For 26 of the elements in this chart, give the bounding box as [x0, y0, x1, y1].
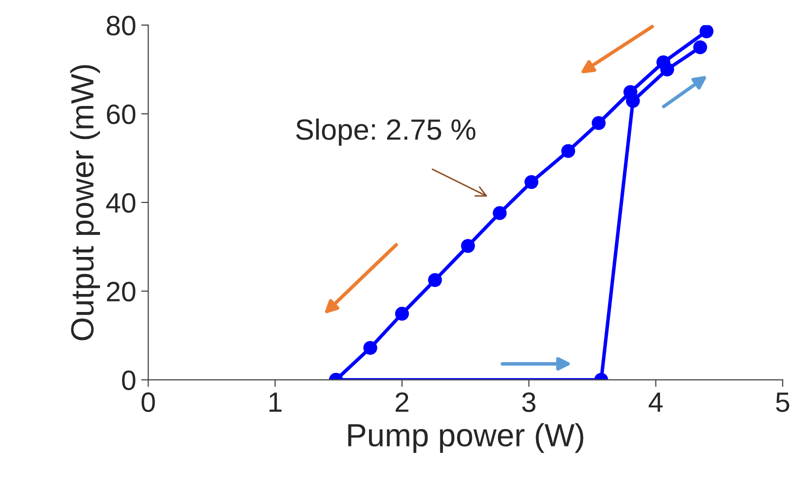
x-tick-label: 1: [270, 392, 282, 412]
y-tick-label: 80: [106, 16, 136, 36]
point: [428, 273, 442, 287]
point: [592, 116, 606, 130]
point: [395, 306, 409, 321]
point: [492, 206, 507, 220]
point: [693, 40, 708, 54]
y-axis-title: Output power (mW): [70, 65, 100, 340]
annotation: Slope: 2.75 %: [296, 118, 476, 146]
point: [660, 62, 674, 76]
y-tick-label: 60: [106, 104, 136, 124]
point: [561, 144, 576, 158]
y-tick-label: 0: [122, 370, 136, 390]
y-tick-label: 40: [106, 193, 136, 213]
x-tick-label: 0: [142, 392, 155, 412]
point: [363, 340, 378, 355]
point: [700, 25, 714, 38]
x-axis-title: Pump power (W): [348, 423, 584, 453]
x-tick-label: 5: [776, 392, 790, 412]
x-tick-label: 3: [522, 392, 536, 412]
y-tick-label: 20: [106, 282, 136, 302]
x-tick-label: 4: [648, 392, 663, 412]
point: [461, 238, 475, 253]
point: [626, 94, 640, 108]
point: [524, 175, 538, 190]
x-tick-label: 2: [396, 392, 408, 412]
